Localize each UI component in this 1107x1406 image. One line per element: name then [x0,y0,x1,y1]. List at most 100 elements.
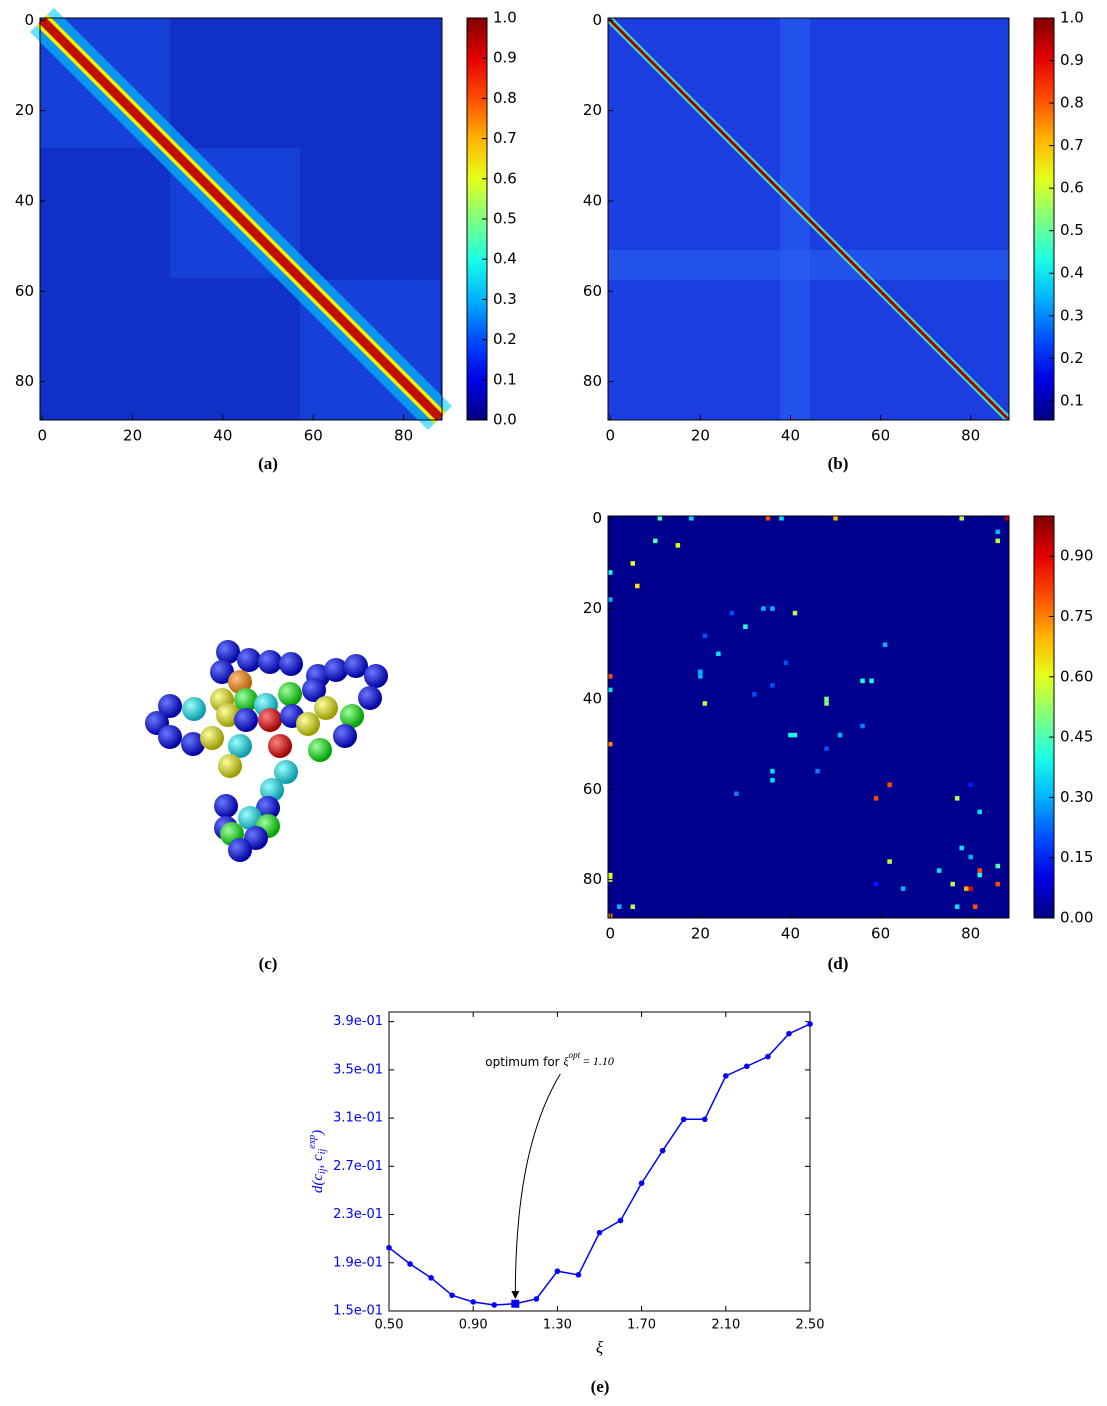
heatmap-cell [698,674,703,679]
heatmap-cell [630,561,636,566]
heatmap-cell [761,606,766,611]
y-tick-label: 80 [583,372,602,390]
heatmap-cell [770,777,775,783]
heatmap-cell [936,868,942,873]
heatmap-cell [702,633,708,638]
heatmap-cell [995,881,1000,887]
colorbar-tick-label: 1.0 [1060,9,1084,27]
x-tick-label: 60 [871,925,890,943]
data-point [701,1116,708,1123]
heatmap-cell [617,904,622,909]
heatmap-cell [824,701,829,706]
data-point [765,1053,771,1060]
x-axis-label: ξ [596,1338,604,1357]
colorbar-tick-label: 0.8 [1060,94,1084,112]
y-tick-label: 40 [583,191,602,209]
data-point [575,1272,582,1278]
data-point [786,1030,792,1037]
y-tick-label: 60 [583,780,602,798]
y-axis-label-part: ) [310,1130,326,1136]
data-point [680,1116,687,1123]
annotation-superscript: opt [569,1050,581,1060]
colorbar-tick-label: 0.8 [493,89,517,107]
colorbar-tick-label: 0.5 [493,210,517,228]
heatmap-cell [675,543,681,548]
heatmap-cell [972,904,978,909]
x-tick-label: 40 [781,925,800,943]
y-tick-label: 80 [15,372,34,390]
x-tick-label: 80 [961,925,980,943]
heatmap-cell [788,732,793,738]
y-tick-label: 3.5e-01 [333,1062,383,1077]
colorbar-tick-label: 0.3 [493,290,517,308]
y-tick-label: 20 [583,101,602,119]
x-tick-label: 2.10 [711,1318,740,1333]
x-tick-label: 60 [871,427,890,445]
x-tick-label: 0 [605,925,615,943]
colorbar-tick-label: 0.1 [1060,391,1084,409]
x-tick-label: 2.50 [796,1318,825,1333]
y-tick-label: 0 [592,11,602,29]
heatmap-cell [824,746,829,751]
heatmap-cell [995,529,1000,535]
heatmap-cell [608,674,613,679]
y-axis-label-part: ij [317,1149,328,1155]
y-tick-label: 40 [15,191,34,209]
heatmap-cell [716,651,721,657]
x-tick-label: 1.30 [543,1318,572,1333]
plot-frame [607,515,1010,919]
panel-caption: (b) [828,454,849,473]
y-axis-label-part: exp [307,1135,318,1149]
data-point [744,1063,750,1070]
heatmap-cell [900,886,906,891]
heatmap-cell [995,538,1000,544]
data-point [470,1299,477,1305]
y-tick-label: 60 [583,282,602,300]
heatmap-image-b [607,17,1010,421]
heatmap-cell [608,597,613,602]
heatmap-cell [873,796,879,801]
plot-frame [388,1011,811,1312]
heatmap-image-a [29,7,453,431]
heatmap-image-d [608,516,1009,918]
x-tick-label: 20 [691,925,710,943]
x-tick-label: 20 [123,427,142,445]
colorbar-tick-label: 0.2 [493,330,517,348]
heatmap-cell [954,796,960,801]
y-tick-label: 1.5e-01 [333,1304,383,1319]
optimum-marker [511,1299,520,1308]
heatmap-cell [770,683,775,688]
y-tick-label: 20 [583,599,602,617]
colorbar-tick-label: 0.0 [493,411,517,429]
heatmap-cell [837,732,843,738]
colorbar-tick-label: 0.9 [1060,51,1084,69]
heatmap-cell [873,881,879,887]
x-tick-label: 40 [781,427,800,445]
data-point [428,1275,434,1281]
colorbar-tick-label: 0.9 [493,49,517,67]
heatmap-cell [954,904,960,909]
heatmap-cell [608,872,613,878]
heatmap-cell [959,845,964,851]
heatmap-cell [608,570,613,575]
heatmap-cell [792,610,798,616]
y-tick-label: 3.1e-01 [333,1111,383,1126]
y-tick-label: 80 [583,870,602,888]
y-tick-label: 3.9e-01 [333,1014,383,1029]
colorbar-tick-label: 0.3 [1060,306,1084,324]
heatmap-cell [752,692,757,697]
heatmap-cell [950,881,955,887]
colorbar-tick-label: 0.5 [1060,221,1084,239]
heatmap-cell [734,791,739,797]
colorbar-tick-label: 0.45 [1060,728,1093,746]
heatmap-cell [702,701,708,706]
heatmap-cell [968,782,973,788]
heatmap-cell [815,768,820,774]
heatmap-cell [698,669,703,675]
heatmap-cell [630,904,636,909]
plot-frame [607,17,1010,421]
heatmap-cell [635,583,640,589]
data-point [407,1261,413,1267]
colorbar-tick-label: 0.4 [1060,264,1084,282]
x-tick-label: 20 [691,427,710,445]
